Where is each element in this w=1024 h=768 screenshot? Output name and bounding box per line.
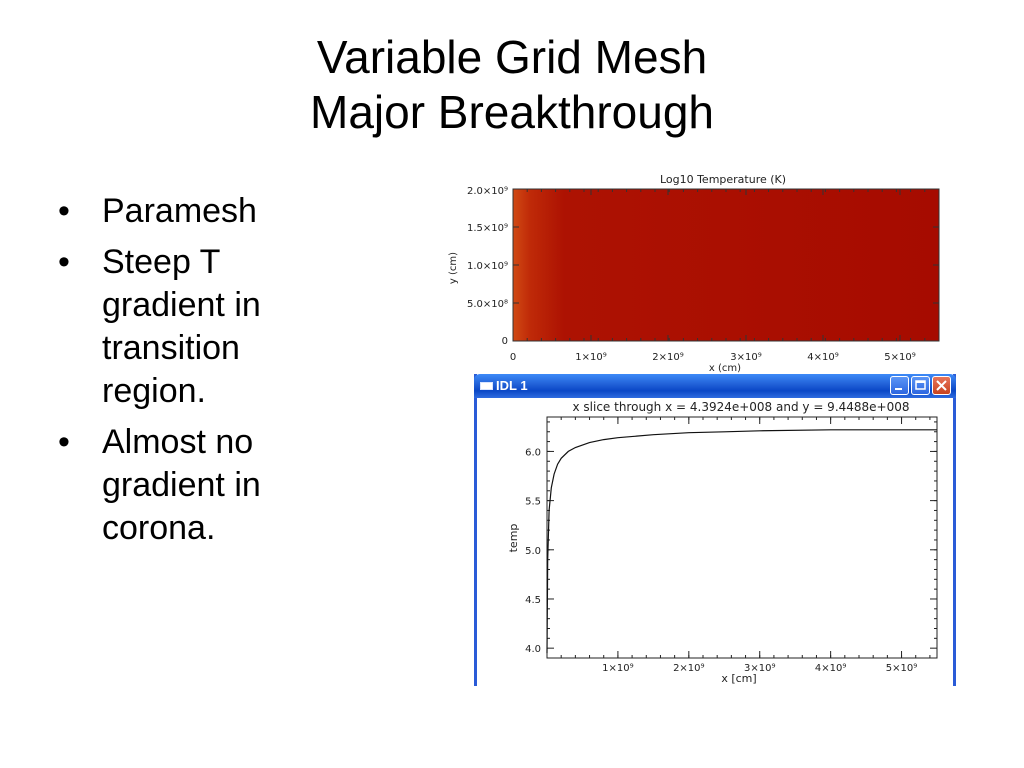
maximize-button[interactable] [911,376,930,395]
bullet-text-line: Almost no [102,423,254,461]
y-tick-label: 5.0 [525,546,541,557]
x-tick-label: 3×10⁹ [730,352,761,363]
x-tick-label: 2×10⁹ [652,352,683,363]
plot-frame [546,416,938,659]
bullet-item: • Almost no gradient in corona. [58,421,338,550]
close-icon [936,380,947,391]
slide-title: Variable Grid Mesh Major Breakthrough [0,30,1024,140]
idl-window[interactable]: IDL 1 x slice through x = 4.3924e+008 an… [474,374,956,686]
bullet-item: • Paramesh [58,190,338,233]
temperature-map-title: Log10 Temperature (K) [660,173,786,186]
x-tick-label: 0 [510,352,516,363]
bullet-marker: • [58,423,70,461]
x-tick-label: 1×10⁹ [602,663,633,674]
x-tick-label: 2×10⁹ [673,663,704,674]
bullet-text-line: transition [102,329,240,367]
y-tick-label: 4.0 [525,644,541,655]
minimize-icon [895,388,902,390]
bullet-list: • Paramesh • Steep T gradient in transit… [58,190,338,558]
temperature-map-axes [512,188,939,342]
x-axis-label: x (cm) [709,363,741,374]
y-axis-label: temp [507,524,520,553]
x-tick-labels: 1×10⁹ 2×10⁹ 3×10⁹ 4×10⁹ 5×10⁹ [602,663,917,674]
y-tick-labels: 4.0 4.5 5.0 5.5 6.0 [525,447,541,655]
x-tick-label: 5×10⁹ [886,663,917,674]
y-tick-label: 4.5 [525,595,541,606]
y-tick-label: 1.0×10⁹ [467,261,508,272]
temperature-map: Log10 Temperature (K) 0 1×10⁹ 2×10⁹ 3×10… [448,173,940,374]
bullet-text-line: corona. [102,509,216,547]
bullet-marker: • [58,243,70,281]
minimize-button[interactable] [890,376,909,395]
y-tick-label: 1.5×10⁹ [467,223,508,234]
series-line [546,429,937,654]
bullet-text-line: gradient in [102,286,261,324]
window-title: IDL 1 [496,378,528,393]
slide-title-line-2: Major Breakthrough [310,86,714,138]
temperature-slice-chart: x slice through x = 4.3924e+008 and y = … [507,400,938,685]
bullet-marker: • [58,192,70,230]
y-tick-label: 6.0 [525,447,541,458]
x-axis-label: x [cm] [721,672,756,685]
x-tick-label: 3×10⁹ [744,663,775,674]
x-tick-label: 1×10⁹ [575,352,606,363]
bullet-text-line: gradient in [102,466,261,504]
bullet-item: • Steep T gradient in transition region. [58,241,338,413]
y-tick-label: 5.5 [525,497,541,508]
window-icon [480,382,493,390]
chart-title: x slice through x = 4.3924e+008 and y = … [572,400,909,414]
y-tick-label: 2.0×10⁹ [467,186,508,197]
bullet-text-line: region. [102,372,206,410]
x-tick-label: 5×10⁹ [884,352,915,363]
y-tick-label: 5.0×10⁸ [467,299,508,310]
y-axis-label: y (cm) [448,252,459,284]
slide-title-line-1: Variable Grid Mesh [316,31,708,83]
y-tick-label: 0 [502,336,508,347]
x-tick-label: 4×10⁹ [807,352,838,363]
bullet-text-line: Paramesh [102,192,257,230]
window-titlebar[interactable]: IDL 1 [474,374,956,398]
temperature-field [512,188,940,342]
bullet-text-line: Steep T [102,243,221,281]
x-tick-label: 4×10⁹ [815,663,846,674]
maximize-icon [915,380,926,390]
close-button[interactable] [932,376,951,395]
